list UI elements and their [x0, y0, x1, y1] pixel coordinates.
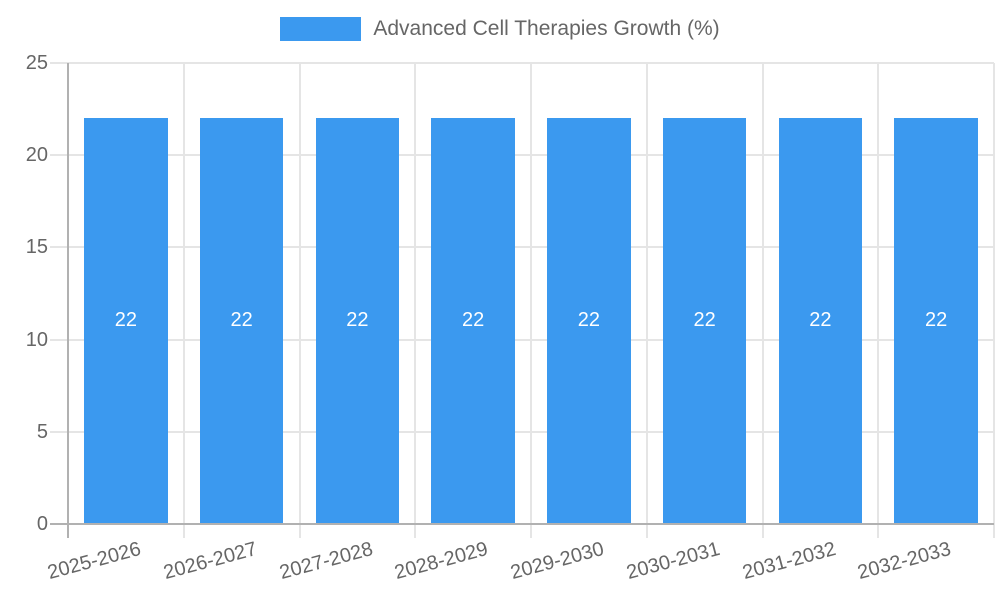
- bar-value-label: 22: [693, 309, 716, 332]
- y-tick-label: 20: [25, 144, 48, 167]
- bar[interactable]: 22: [199, 118, 284, 523]
- x-gridline: [414, 63, 417, 524]
- bar[interactable]: 22: [547, 118, 631, 523]
- bar[interactable]: 22: [778, 118, 863, 523]
- x-gridline: [993, 63, 995, 524]
- y-tick-label: 0: [36, 513, 48, 535]
- bar[interactable]: 22: [431, 118, 515, 523]
- x-tick-label: 2031-2032: [739, 538, 839, 585]
- y-tick-label: 5: [36, 420, 48, 443]
- bar[interactable]: 22: [894, 118, 978, 523]
- bar[interactable]: 22: [662, 118, 747, 523]
- x-gridline: [182, 63, 185, 524]
- x-gridline: [761, 63, 764, 524]
- bar[interactable]: 22: [84, 118, 168, 523]
- x-gridline: [298, 63, 301, 524]
- legend-label: Advanced Cell Therapies Growth (%): [373, 17, 720, 40]
- legend-swatch-icon: [280, 17, 362, 41]
- bar-value-label: 22: [114, 309, 137, 332]
- y-axis-tick: [50, 523, 68, 525]
- y-axis-tick: [50, 246, 68, 249]
- x-axis-tick: [761, 524, 764, 538]
- x-tick-label: 2025-2026: [45, 538, 144, 585]
- y-axis-tick: [50, 154, 68, 157]
- x-axis-tick: [67, 524, 69, 538]
- y-tick-label: 15: [25, 236, 48, 259]
- x-tick-label: 2026-2027: [161, 538, 260, 585]
- x-gridline: [877, 63, 880, 524]
- x-gridline: [530, 63, 532, 524]
- x-axis-tick: [645, 524, 648, 538]
- bar-value-label: 22: [577, 309, 600, 332]
- bar-value-label: 22: [924, 309, 948, 332]
- bar-value-label: 22: [346, 309, 369, 332]
- x-tick-label: 2027-2028: [276, 538, 376, 585]
- x-axis-tick: [298, 524, 301, 538]
- x-gridline: [645, 63, 648, 524]
- x-axis-line: [68, 523, 994, 525]
- bar-value-label: 22: [230, 309, 253, 332]
- y-axis-line: [67, 63, 69, 524]
- x-axis-tick: [530, 524, 532, 538]
- bar[interactable]: 22: [315, 118, 400, 523]
- chart-legend: Advanced Cell Therapies Growth (%): [0, 17, 1000, 41]
- y-tick-label: 10: [25, 328, 48, 351]
- y-axis-tick: [50, 62, 68, 64]
- x-axis-tick: [877, 524, 880, 538]
- x-axis-tick: [182, 524, 185, 538]
- x-axis-tick: [993, 524, 995, 538]
- bar-value-label: 22: [461, 309, 485, 332]
- x-tick-label: 2028-2029: [392, 538, 491, 585]
- bar-value-label: 22: [809, 309, 832, 332]
- x-tick-label: 2030-2031: [624, 538, 723, 585]
- legend-item[interactable]: Advanced Cell Therapies Growth (%): [280, 17, 720, 41]
- y-tick-label: 25: [25, 52, 48, 74]
- y-axis-tick: [50, 430, 68, 433]
- y-axis-tick: [50, 338, 68, 341]
- x-tick-label: 2032-2033: [855, 538, 954, 585]
- x-axis-tick: [414, 524, 417, 538]
- x-tick-label: 2029-2030: [508, 538, 607, 585]
